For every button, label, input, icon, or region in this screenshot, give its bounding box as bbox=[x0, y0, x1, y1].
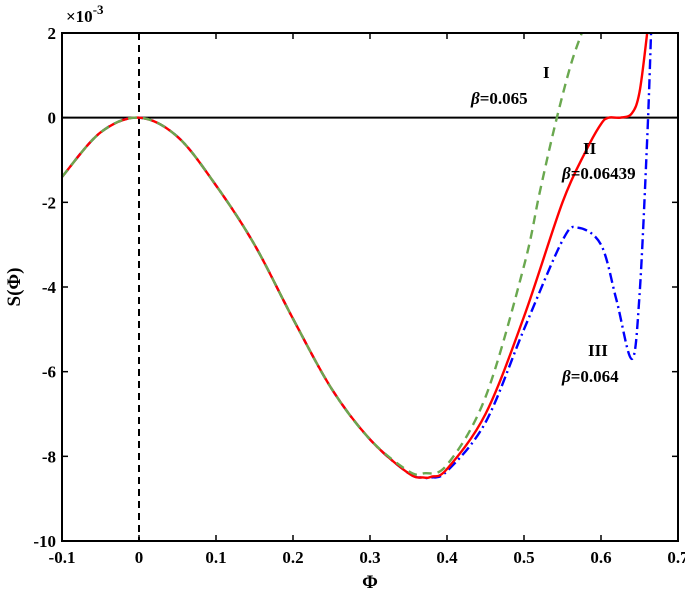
y-tick-label: -4 bbox=[42, 278, 57, 297]
annotation-label-I: I bbox=[543, 63, 550, 82]
y-axis-label: S(Φ) bbox=[4, 268, 25, 307]
y-tick-label: -8 bbox=[42, 447, 56, 466]
series-line-I bbox=[62, 33, 583, 476]
annotation-label-III: III bbox=[588, 341, 608, 360]
series-line-III bbox=[62, 33, 653, 480]
y-tick-label: -6 bbox=[42, 363, 56, 382]
annotation-label-II: II bbox=[583, 139, 597, 158]
beta-value: =0.065 bbox=[480, 89, 528, 108]
x-tick-label: 0.1 bbox=[205, 548, 226, 567]
series-line-II bbox=[62, 33, 649, 480]
annotation-beta-III: β=0.064 bbox=[561, 367, 619, 386]
x-tick-label: 0.3 bbox=[359, 548, 380, 567]
y-tick-label: 2 bbox=[48, 24, 57, 43]
x-axis-label: Φ bbox=[362, 572, 378, 592]
beta-value: =0.06439 bbox=[571, 164, 636, 183]
x-tick-label: 0 bbox=[135, 548, 144, 567]
curve-annotations: I β=0.065 II β=0.06439 III β=0.064 bbox=[470, 63, 636, 386]
beta-symbol: β bbox=[561, 367, 571, 386]
y-axis-multiplier-base: ×10 bbox=[66, 7, 93, 26]
y-tick-label: -10 bbox=[33, 532, 56, 551]
beta-symbol: β bbox=[561, 164, 571, 183]
series-layer bbox=[62, 33, 653, 480]
beta-value: =0.064 bbox=[571, 367, 619, 386]
reference-lines bbox=[62, 33, 678, 541]
x-tick-label: 0.7 bbox=[667, 548, 685, 567]
plot-frame bbox=[61, 32, 679, 542]
x-tick-label: 0.2 bbox=[282, 548, 303, 567]
y-axis-multiplier: ×10-3 bbox=[66, 2, 104, 26]
x-tick-label: 0.6 bbox=[590, 548, 611, 567]
x-tick-label: 0.4 bbox=[436, 548, 458, 567]
axis-ticks: -0.1 0 0.1 0.2 0.3 0.4 0.5 0.6 0.7 -10 -8 -6 -4 -2 0 2 bbox=[33, 24, 685, 567]
beta-symbol: β bbox=[470, 89, 480, 108]
x-tick-label: 0.5 bbox=[513, 548, 534, 567]
y-tick-label: 0 bbox=[48, 109, 57, 128]
y-tick-label: -2 bbox=[42, 193, 56, 212]
annotation-beta-I: β=0.065 bbox=[470, 89, 528, 108]
annotation-beta-II: β=0.06439 bbox=[561, 164, 636, 183]
axis-labels: Φ S(Φ) ×10-3 bbox=[4, 2, 378, 592]
y-axis-multiplier-exponent: -3 bbox=[93, 2, 104, 17]
x-tick-label: -0.1 bbox=[49, 548, 76, 567]
